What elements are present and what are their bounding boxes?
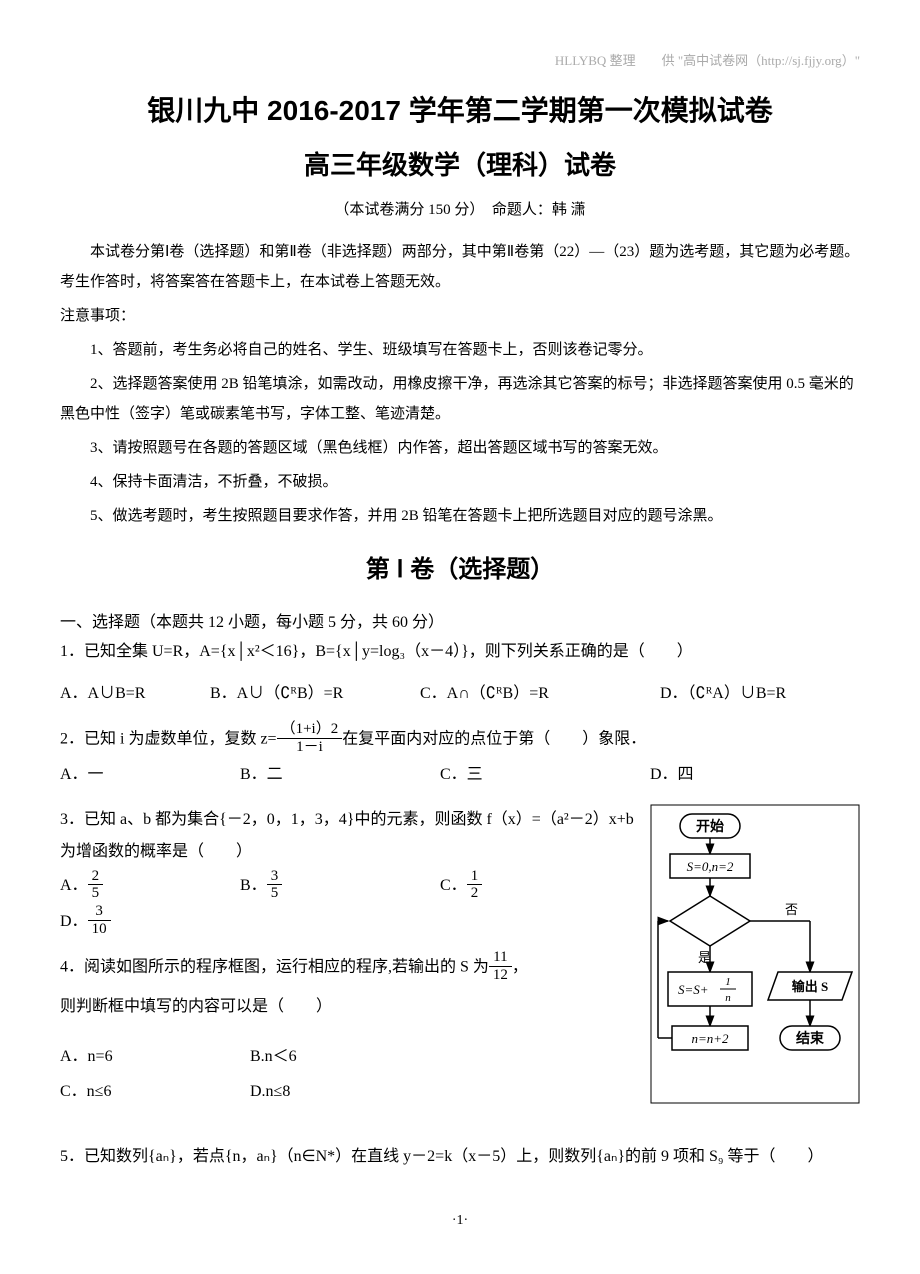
notes-label: 注意事项： bbox=[60, 301, 860, 331]
intro-p1: 本试卷分第Ⅰ卷（选择题）和第Ⅱ卷（非选择题）两部分，其中第Ⅱ卷第（22）—（23… bbox=[60, 237, 860, 297]
q2-suffix: 在复平面内对应的点位于第（ ）象限． bbox=[342, 731, 646, 748]
q3-a-num: 2 bbox=[88, 868, 104, 886]
q3-a-label: A． bbox=[60, 877, 88, 894]
q1-opt-a: A．A∪B=R bbox=[60, 676, 210, 711]
fc-start-text: 开始 bbox=[696, 818, 724, 835]
q4-suffix: ， bbox=[512, 959, 528, 976]
q4-options-row1: A．n=6 B.n＜6 bbox=[60, 1039, 638, 1074]
q4-options-row2: C．n≤6 D.n≤8 bbox=[60, 1074, 638, 1109]
flowchart: 开始 S=0,n=2 是 否 S=S+ 1 n n=n+2 bbox=[650, 804, 860, 1109]
q3-a-den: 5 bbox=[88, 885, 104, 902]
header-prefix: HLLYBQ 整理 供 "高中试卷网（ bbox=[555, 53, 761, 68]
q3-d-frac: 310 bbox=[88, 903, 111, 937]
q3-opt-c: C．12 bbox=[440, 868, 610, 903]
q3-d-den: 10 bbox=[88, 921, 111, 938]
q5-text: 5．已知数列{aₙ}，若点{n，aₙ}（n∈N*）在直线 y－2=k（x－5）上… bbox=[60, 1141, 860, 1173]
q3-opt-d: D．310 bbox=[60, 904, 230, 939]
q2-options: A．一 B．二 C．三 D．四 bbox=[60, 757, 860, 792]
q2-opt-a: A．一 bbox=[60, 757, 240, 792]
q3-b-num: 3 bbox=[267, 868, 283, 886]
page-title: 银川九中 2016-2017 学年第二学期第一次模拟试卷 bbox=[60, 89, 860, 129]
q4-opt-d: D.n≤8 bbox=[250, 1074, 420, 1109]
q3-q4-text-column: 3．已知 a、b 都为集合{－2，0，1，3，4}中的元素，则函数 f（x）=（… bbox=[60, 804, 638, 1121]
q4-prefix: 4．阅读如图所示的程序框图，运行相应的程序,若输出的 S 为 bbox=[60, 959, 489, 976]
fc-body-prefix: S=S+ bbox=[678, 982, 709, 997]
note-4: 4、保持卡面清洁，不折叠，不破损。 bbox=[60, 467, 860, 497]
q3-d-num: 3 bbox=[88, 903, 111, 921]
note-5: 5、做选考题时，考生按照题目要求作答，并用 2B 铅笔在答题卡上把所选题目对应的… bbox=[60, 501, 860, 531]
fc-yes-text: 是 bbox=[698, 950, 711, 965]
q2-opt-b: B．二 bbox=[240, 757, 440, 792]
header-url: http://sj.fjjy.org bbox=[761, 53, 842, 68]
intro-block: 本试卷分第Ⅰ卷（选择题）和第Ⅱ卷（非选择题）两部分，其中第Ⅱ卷第（22）—（23… bbox=[60, 237, 860, 531]
q1-opt-b: B．A∪（∁ᴿB）=R bbox=[210, 676, 420, 711]
q4-opt-c: C．n≤6 bbox=[60, 1074, 250, 1109]
q3-c-label: C． bbox=[440, 877, 467, 894]
fc-body-num: 1 bbox=[725, 976, 731, 988]
question-5: 5．已知数列{aₙ}，若点{n，aₙ}（n∈N*）在直线 y－2=k（x－5）上… bbox=[60, 1141, 860, 1173]
q1-text: 1．已知全集 U=R，A={x│x²＜16}，B={x│y=log₃（x－4）}… bbox=[60, 636, 860, 668]
q3-b-frac: 35 bbox=[267, 868, 283, 902]
q1-opt-c: C．A∩（∁ᴿB）=R bbox=[420, 676, 660, 711]
q1-opt-d: D．（∁ᴿA）∪B=R bbox=[660, 676, 830, 711]
note-1: 1、答题前，考生务必将自己的姓名、学生、班级填写在答题卡上，否则该卷记零分。 bbox=[60, 335, 860, 365]
q2-fraction: （1+i）21－i bbox=[277, 721, 343, 755]
q3-options-row1: A．25 B．35 C．12 bbox=[60, 868, 638, 903]
section-1-heading: 第 Ⅰ 卷（选择题） bbox=[60, 549, 860, 584]
page-subtitle: 高三年级数学（理科）试卷 bbox=[60, 145, 860, 182]
q3-b-den: 5 bbox=[267, 885, 283, 902]
paper-info: （本试卷满分 150 分） 命题人：韩 潇 bbox=[60, 198, 860, 219]
note-3: 3、请按照题号在各题的答题区域（黑色线框）内作答，超出答题区域书写的答案无效。 bbox=[60, 433, 860, 463]
q4-opt-b: B.n＜6 bbox=[250, 1039, 420, 1074]
question-4: 4．阅读如图所示的程序框图，运行相应的程序,若输出的 S 为1112， 则判断框… bbox=[60, 951, 638, 1109]
fc-no-text: 否 bbox=[785, 902, 798, 917]
q3-a-frac: 25 bbox=[88, 868, 104, 902]
q2-frac-num: （1+i）2 bbox=[277, 721, 343, 739]
flowchart-svg: 开始 S=0,n=2 是 否 S=S+ 1 n n=n+2 bbox=[650, 804, 860, 1104]
q4-line1: 4．阅读如图所示的程序框图，运行相应的程序,若输出的 S 为1112， bbox=[60, 951, 638, 985]
page-number: ·1· bbox=[60, 1213, 860, 1229]
fc-end-text: 结束 bbox=[796, 1030, 825, 1047]
q4-fraction: 1112 bbox=[489, 949, 512, 983]
fc-output-text: 输出 S bbox=[792, 979, 828, 994]
q4-line2: 则判断框中填写的内容可以是（ ） bbox=[60, 991, 638, 1023]
fc-body-den: n bbox=[725, 992, 731, 1004]
header-meta: HLLYBQ 整理 供 "高中试卷网（http://sj.fjjy.org）" bbox=[60, 50, 860, 69]
fc-inc-text: n=n+2 bbox=[691, 1031, 729, 1046]
q2-opt-d: D．四 bbox=[650, 757, 820, 792]
q2-opt-c: C．三 bbox=[440, 757, 650, 792]
question-2: 2．已知 i 为虚数单位，复数 z=（1+i）21－i在复平面内对应的点位于第（… bbox=[60, 723, 860, 792]
q2-text: 2．已知 i 为虚数单位，复数 z=（1+i）21－i在复平面内对应的点位于第（… bbox=[60, 723, 860, 757]
q1-options: A．A∪B=R B．A∪（∁ᴿB）=R C．A∩（∁ᴿB）=R D．（∁ᴿA）∪… bbox=[60, 676, 860, 711]
q3-opt-b: B．35 bbox=[240, 868, 440, 903]
q4-opt-a: A．n=6 bbox=[60, 1039, 250, 1074]
section-1-label: 一、选择题（本题共 12 小题，每小题 5 分，共 60 分） bbox=[60, 608, 860, 632]
header-suffix: ）" bbox=[842, 53, 860, 68]
q3-text: 3．已知 a、b 都为集合{－2，0，1，3，4}中的元素，则函数 f（x）=（… bbox=[60, 804, 638, 868]
q4-frac-num: 11 bbox=[489, 949, 512, 967]
q2-prefix: 2．已知 i 为虚数单位，复数 z= bbox=[60, 731, 277, 748]
q3-c-num: 1 bbox=[467, 868, 483, 886]
question-3: 3．已知 a、b 都为集合{－2，0，1，3，4}中的元素，则函数 f（x）=（… bbox=[60, 804, 638, 939]
q3-q4-container: 3．已知 a、b 都为集合{－2，0，1，3，4}中的元素，则函数 f（x）=（… bbox=[60, 804, 860, 1121]
q3-options-row2: D．310 bbox=[60, 904, 638, 939]
q3-c-frac: 12 bbox=[467, 868, 483, 902]
q2-frac-den: 1－i bbox=[277, 739, 343, 756]
q3-d-label: D． bbox=[60, 913, 88, 930]
q3-opt-a: A．25 bbox=[60, 868, 240, 903]
q3-b-label: B． bbox=[240, 877, 267, 894]
note-2: 2、选择题答案使用 2B 铅笔填涂，如需改动，用橡皮擦干净，再选涂其它答案的标号… bbox=[60, 369, 860, 429]
q4-frac-den: 12 bbox=[489, 967, 512, 984]
question-1: 1．已知全集 U=R，A={x│x²＜16}，B={x│y=log₃（x－4）}… bbox=[60, 636, 860, 711]
q3-c-den: 2 bbox=[467, 885, 483, 902]
fc-init-text: S=0,n=2 bbox=[687, 859, 734, 874]
